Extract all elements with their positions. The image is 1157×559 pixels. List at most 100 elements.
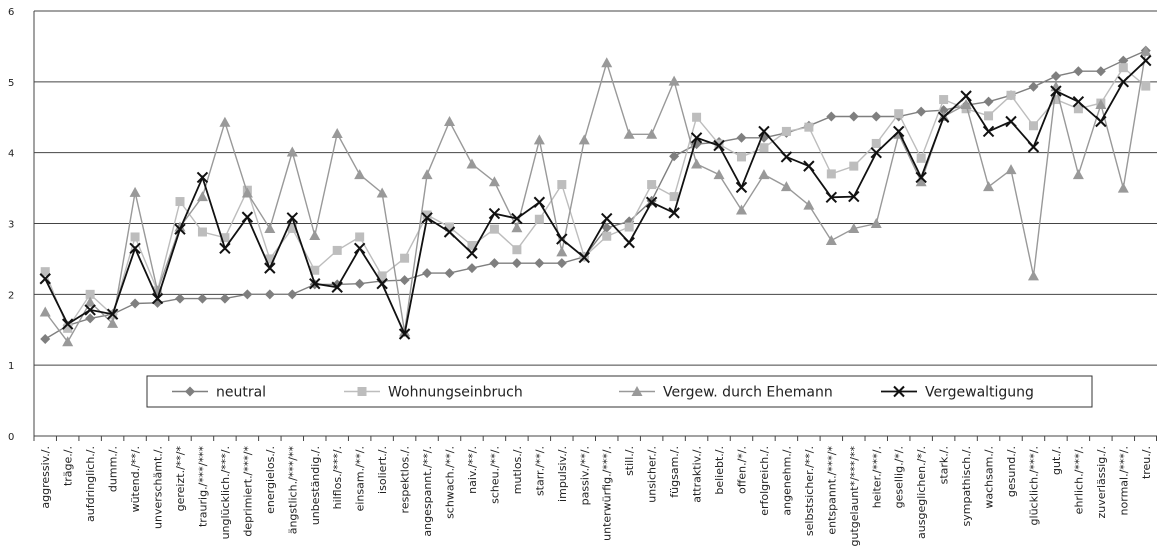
data-point xyxy=(894,109,904,119)
data-point xyxy=(39,273,51,285)
data-point xyxy=(287,223,297,233)
data-point xyxy=(647,180,657,190)
x-tick-label: schwach./**/. xyxy=(444,446,457,519)
data-point xyxy=(781,126,791,136)
data-point xyxy=(645,196,658,208)
data-point xyxy=(332,245,342,255)
marker-stroke xyxy=(1095,115,1107,128)
data-point xyxy=(376,187,388,198)
y-tick-label: 3 xyxy=(8,220,14,231)
data-point xyxy=(1117,76,1130,88)
marker-stroke xyxy=(1005,115,1017,128)
marker-stroke xyxy=(398,328,411,340)
data-point xyxy=(1073,66,1084,77)
data-point xyxy=(691,158,703,169)
data-point xyxy=(219,293,230,304)
data-point xyxy=(85,289,95,299)
marker-stroke xyxy=(690,132,703,144)
marker-stroke xyxy=(780,151,793,163)
data-point xyxy=(916,153,926,163)
x-tick-label: isoliert./. xyxy=(376,446,389,494)
series-line xyxy=(44,66,1147,330)
marker-stroke xyxy=(39,273,51,285)
marker-stroke xyxy=(511,212,523,225)
data-point xyxy=(870,218,882,228)
data-point xyxy=(915,171,927,184)
data-point xyxy=(196,191,208,202)
data-point xyxy=(646,128,658,139)
data-point xyxy=(533,134,545,145)
data-point xyxy=(871,111,882,122)
data-point xyxy=(421,212,433,224)
data-point xyxy=(780,181,792,192)
data-point xyxy=(1140,45,1152,56)
x-tick-label: gereizt./**/* xyxy=(174,446,187,512)
data-point xyxy=(758,169,770,180)
marker-stroke xyxy=(331,281,343,293)
y-tick-label: 0 xyxy=(8,432,14,443)
marker-stroke xyxy=(151,292,164,305)
series-vergew-durch-ehemann xyxy=(39,45,1152,347)
data-point xyxy=(286,212,298,224)
x-tick-label: scheu./**/. xyxy=(488,446,501,504)
data-point xyxy=(377,271,387,281)
data-point xyxy=(690,132,703,144)
data-point xyxy=(445,222,455,232)
marker-stroke xyxy=(870,146,882,159)
x-tick-label: still./. xyxy=(623,446,636,476)
marker-stroke xyxy=(578,251,590,264)
data-point xyxy=(960,99,972,109)
data-point xyxy=(759,143,769,153)
data-point xyxy=(443,226,456,238)
data-point xyxy=(624,222,634,232)
data-point xyxy=(488,207,501,220)
data-point xyxy=(826,169,836,179)
series-layer xyxy=(39,45,1152,347)
x-tick-label: ehrlich./***/. xyxy=(1072,446,1085,514)
marker-stroke xyxy=(1050,85,1062,97)
data-point xyxy=(1095,99,1107,109)
x-tick-label: stark./. xyxy=(938,446,951,484)
x-tick-label: passiv./**/. xyxy=(578,446,591,505)
legend: neutral Wohnungseinbruch Vergew. durch Ehe… xyxy=(146,375,1093,408)
data-point xyxy=(982,125,995,138)
x-tick-label: unterwürfig./***/. xyxy=(601,446,614,541)
data-point xyxy=(511,222,523,233)
data-point xyxy=(467,240,477,250)
data-point xyxy=(62,336,74,347)
data-point xyxy=(174,223,186,235)
data-point xyxy=(960,90,972,102)
data-point xyxy=(129,186,141,197)
data-point xyxy=(937,111,950,123)
data-point xyxy=(714,139,724,149)
data-point xyxy=(422,210,432,220)
data-point xyxy=(242,289,253,300)
data-point xyxy=(623,128,635,139)
legend-label: Wohnungseinbruch xyxy=(388,385,523,401)
x-tick-label: ängstlich./***/** xyxy=(286,446,299,535)
data-point xyxy=(331,281,343,293)
marker-stroke xyxy=(353,242,366,254)
marker-stroke xyxy=(241,211,254,223)
data-point xyxy=(825,235,837,245)
marker-stroke xyxy=(937,111,950,123)
data-point xyxy=(557,180,567,190)
data-point xyxy=(354,278,365,289)
data-point xyxy=(848,222,860,233)
data-point xyxy=(1073,104,1083,114)
data-point xyxy=(825,191,838,203)
data-point xyxy=(713,169,725,180)
data-point xyxy=(219,116,231,127)
y-tick-label: 2 xyxy=(8,290,14,301)
data-point xyxy=(398,328,411,340)
marker-stroke xyxy=(106,308,119,320)
marker-stroke xyxy=(488,207,501,220)
y-tick-label: 1 xyxy=(8,361,14,372)
data-point xyxy=(63,323,73,333)
data-point xyxy=(669,151,680,162)
marker-stroke xyxy=(443,226,456,238)
data-point xyxy=(556,246,568,257)
data-point xyxy=(107,317,119,328)
data-point xyxy=(265,254,275,264)
